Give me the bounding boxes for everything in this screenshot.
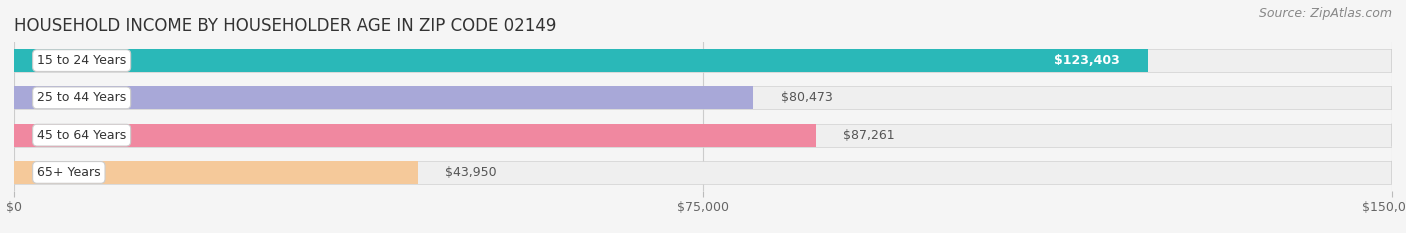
Text: $123,403: $123,403 — [1054, 54, 1121, 67]
Bar — [14, 161, 418, 184]
Bar — [14, 49, 1392, 72]
Text: 45 to 64 Years: 45 to 64 Years — [37, 129, 127, 142]
Text: 25 to 44 Years: 25 to 44 Years — [37, 91, 127, 104]
Text: 65+ Years: 65+ Years — [37, 166, 101, 179]
Text: $80,473: $80,473 — [780, 91, 832, 104]
Bar — [14, 49, 1147, 72]
Text: $43,950: $43,950 — [446, 166, 496, 179]
Text: $87,261: $87,261 — [844, 129, 894, 142]
Text: 15 to 24 Years: 15 to 24 Years — [37, 54, 127, 67]
Bar — [14, 86, 754, 110]
Bar — [14, 123, 815, 147]
Bar — [14, 86, 1392, 110]
Bar — [14, 161, 1392, 184]
Text: Source: ZipAtlas.com: Source: ZipAtlas.com — [1258, 7, 1392, 20]
Text: HOUSEHOLD INCOME BY HOUSEHOLDER AGE IN ZIP CODE 02149: HOUSEHOLD INCOME BY HOUSEHOLDER AGE IN Z… — [14, 17, 557, 35]
Bar — [14, 123, 1392, 147]
